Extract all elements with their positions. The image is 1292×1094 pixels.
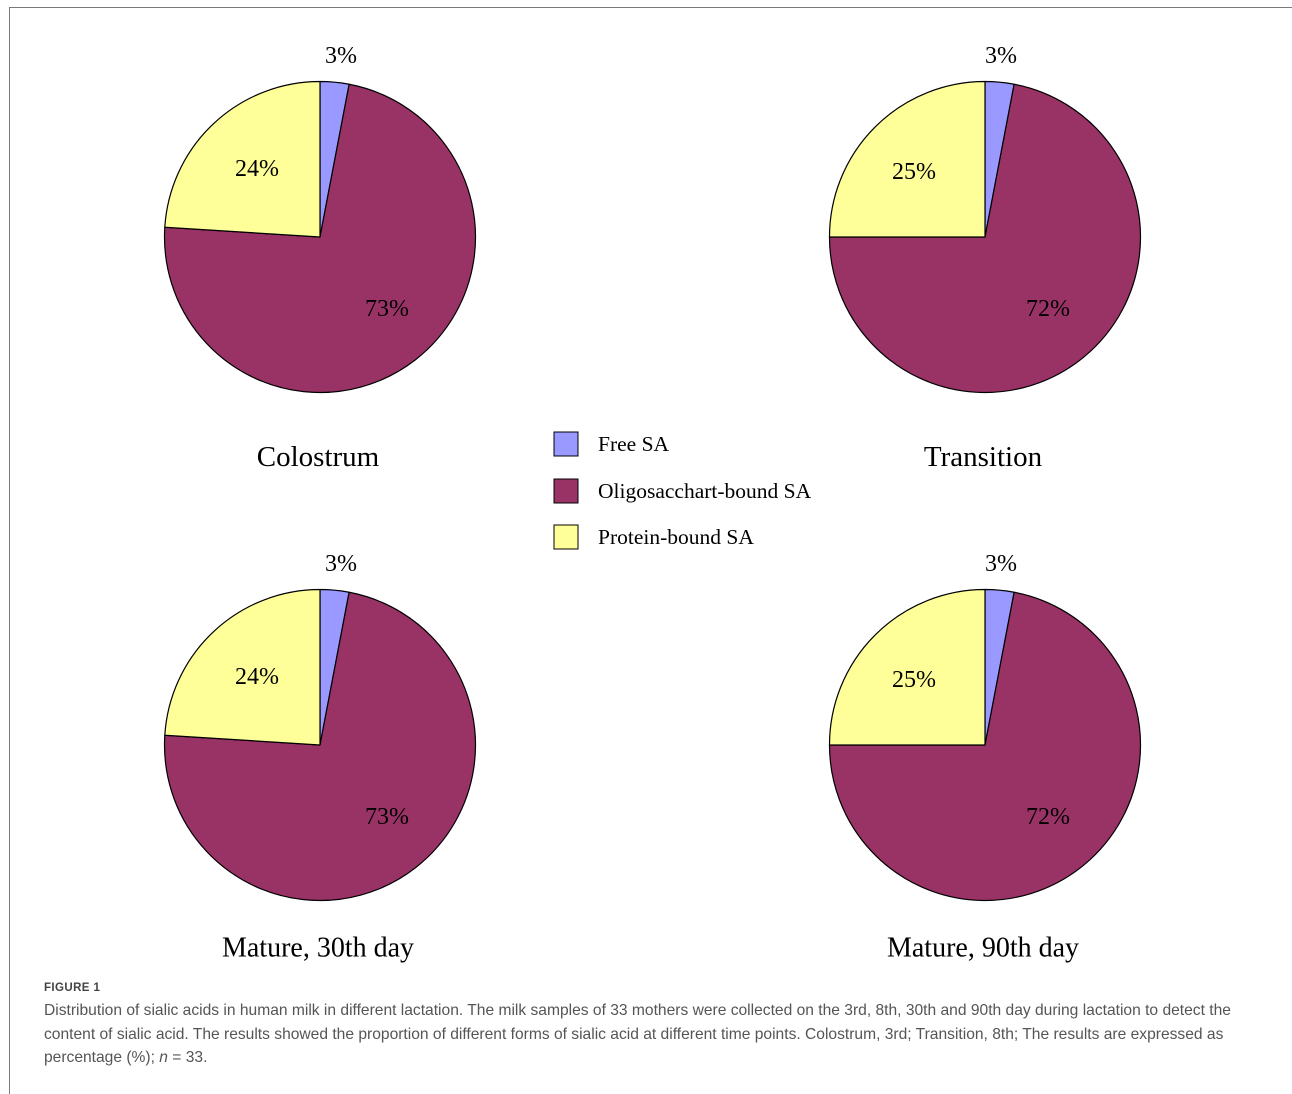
pie-slice-protein-bound-sa — [828, 80, 986, 238]
legend-swatch-oligosacchart-bound-sa — [553, 478, 579, 504]
legend-label-protein-bound-sa: Protein-bound SA — [598, 525, 754, 549]
caption-body: Distribution of sialic acids in human mi… — [44, 1002, 1231, 1066]
pie-chart-1: 3% 73% 24% Colostrum — [163, 43, 477, 473]
pie-chart-3: 3% 73% 24% Mature, 30th day — [163, 551, 477, 964]
pie-slice-oligosacchart-bound-sa — [163, 591, 477, 902]
slice-data-label: 24% — [235, 664, 279, 690]
slice-data-label: 3% — [985, 43, 1017, 69]
legend-label-oligosacchart-bound-sa: Oligosacchart-bound SA — [598, 479, 812, 503]
pie-slice-oligosacchart-bound-sa — [828, 591, 1142, 902]
pie-chart-title: Mature, 30th day — [222, 933, 414, 964]
pie-slice-oligosacchart-bound-sa — [163, 83, 477, 394]
pie-chart-title: Colostrum — [257, 441, 380, 473]
pie-slice-oligosacchart-bound-sa — [828, 83, 1142, 394]
slice-data-label: 72% — [1026, 804, 1070, 830]
pie-slice-protein-bound-sa — [164, 80, 321, 238]
figure-caption: FIGURE 1 Distribution of sialic acids in… — [44, 982, 1274, 1070]
slice-data-label: 72% — [1026, 296, 1070, 322]
slice-data-label: 73% — [365, 296, 409, 322]
pie-chart-4: 3% 72% 25% Mature, 90th day — [828, 551, 1142, 964]
pie-chart-title: Transition — [924, 441, 1043, 473]
slice-data-label: 3% — [325, 43, 357, 69]
caption-n-symbol: n — [159, 1049, 168, 1066]
chart-legend: Free SA Oligosacchart-bound SA Protein-bou… — [553, 431, 812, 550]
figure-frame — [9, 7, 1292, 1094]
legend-label-free-sa: Free SA — [598, 432, 670, 456]
slice-data-label: 25% — [892, 667, 936, 693]
slice-data-label: 73% — [365, 804, 409, 830]
legend-swatch-protein-bound-sa — [553, 524, 579, 550]
slice-data-label: 3% — [325, 551, 357, 577]
legend-swatch-free-sa — [553, 431, 579, 457]
caption-label: FIGURE 1 — [44, 982, 101, 994]
slice-data-label: 25% — [892, 159, 936, 185]
pie-slice-protein-bound-sa — [828, 588, 986, 746]
slice-data-label: 24% — [235, 156, 279, 182]
pie-charts-figure: 3% 73% 24% Colostrum 3% 72% 25% Transition 3% 73%… — [163, 43, 1142, 964]
pie-slice-protein-bound-sa — [164, 588, 321, 746]
pie-chart-title: Mature, 90th day — [887, 933, 1079, 964]
pie-chart-2: 3% 72% 25% Transition — [828, 43, 1142, 473]
caption-text: Distribution of sialic acids in human mi… — [44, 999, 1274, 1070]
caption-n-value: = 33. — [167, 1049, 208, 1066]
slice-data-label: 3% — [985, 551, 1017, 577]
